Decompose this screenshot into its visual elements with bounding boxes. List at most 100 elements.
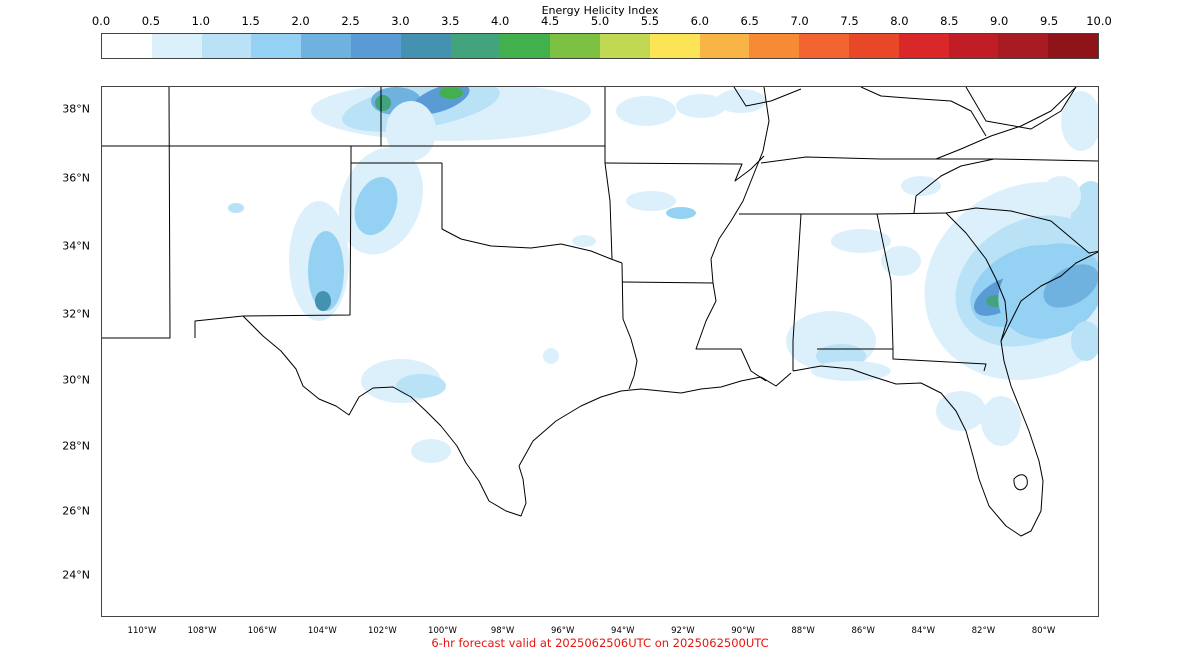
longitude-label: 80°W — [1031, 626, 1056, 636]
ehi-shaded-region — [716, 89, 766, 113]
ehi-shaded-region — [308, 231, 344, 311]
border-ky-north — [733, 87, 802, 107]
longitude-label: 108°W — [187, 626, 217, 636]
border-nm-tx-east — [242, 162, 352, 317]
longitude-label: 98°W — [490, 626, 515, 636]
border-ar-la — [621, 281, 714, 284]
map-canvas — [102, 87, 1098, 537]
colorbar-bin-4 — [301, 34, 351, 58]
colorbar-tick-label: 7.5 — [840, 14, 859, 28]
ehi-shaded-region — [315, 291, 331, 311]
colorbar-tick-label: 10.0 — [1086, 14, 1112, 28]
ehi-shaded-region — [228, 203, 244, 213]
colorbar-bin-18 — [998, 34, 1049, 58]
latitude-label: 28°N — [62, 439, 90, 453]
ehi-shaded-region — [1071, 321, 1098, 361]
border-tx-ok — [441, 163, 623, 264]
colorbar-tick-label: 3.5 — [441, 14, 460, 28]
border-ms-al — [792, 213, 802, 371]
border-ga-sc — [945, 212, 1008, 342]
latitude-label: 36°N — [62, 171, 90, 185]
mississippi-river — [695, 87, 770, 382]
colorbar-tick-label: 4.5 — [540, 14, 560, 28]
ehi-shaded-region — [831, 229, 891, 253]
colorbar-ticks: 0.0 0.5 1.0 1.5 2.0 2.5 3.0 3.5 4.0 4.5 5.0 5.5 6.0 6… — [0, 14, 1200, 30]
ehi-shaded-region — [411, 439, 451, 463]
colorbar-tick-label: 8.5 — [940, 14, 959, 28]
ehi-contour-fields — [228, 87, 1098, 463]
colorbar-bin-7 — [450, 34, 501, 58]
ehi-shaded-region — [1041, 176, 1081, 216]
border-nc-sc — [945, 207, 1098, 254]
longitude-label: 86°W — [851, 626, 875, 636]
colorbar-tick-label: 0.0 — [91, 14, 111, 28]
colorbar-tick-label: 6.5 — [740, 14, 759, 28]
colorbar-bin-11 — [649, 34, 700, 58]
ehi-shaded-region — [396, 374, 446, 398]
colorbar-tick-label: 1.0 — [191, 14, 210, 28]
colorbar-bin-3 — [251, 34, 302, 58]
latitude-label: 30°N — [62, 373, 90, 387]
border-az-nm — [102, 87, 171, 339]
colorbar-tick-label: 8.0 — [890, 14, 909, 28]
border-tn-south — [739, 212, 947, 215]
colorbar-bin-12 — [699, 34, 750, 58]
longitude-label: 104°W — [307, 626, 337, 636]
border-in-oh — [860, 87, 987, 137]
border-al-fl — [817, 348, 987, 372]
ehi-shaded-region — [354, 176, 398, 236]
coast-texas — [518, 388, 682, 467]
longitude-label: 110°W — [127, 626, 157, 636]
colorbar-title: Energy Helicity Index — [541, 4, 659, 17]
colorbar-bin-15 — [848, 34, 899, 58]
map-panel — [101, 86, 1099, 617]
longitude-label: 106°W — [247, 626, 277, 636]
border-ky-va — [935, 87, 1077, 160]
longitude-label: 92°W — [671, 626, 695, 636]
ehi-shaded-region — [626, 191, 676, 211]
longitude-label: 90°W — [731, 626, 755, 636]
colorbar-bin-16 — [898, 34, 949, 58]
border-ok-ar — [604, 87, 613, 260]
longitude-label: 100°W — [428, 626, 457, 636]
colorbar-bin-0 — [102, 34, 152, 58]
ehi-shaded-region — [386, 101, 436, 161]
colorbar-bin-8 — [500, 34, 551, 58]
longitude-label: 96°W — [550, 626, 575, 636]
colorbar-tick-label: 9.5 — [1039, 14, 1059, 28]
latitude-label: 32°N — [62, 307, 90, 321]
colorbar-bin-2 — [201, 34, 252, 58]
colorbar-tick-label: 5.5 — [640, 14, 660, 28]
ehi-shaded-region — [572, 235, 596, 247]
longitude-label: 88°W — [791, 626, 815, 636]
longitude-label: 102°W — [367, 626, 397, 636]
ehi-shaded-region — [439, 87, 463, 99]
colorbar-tick-label: 6.0 — [690, 14, 709, 28]
border-nm-mexico — [194, 315, 244, 338]
ehi-shaded-region — [375, 95, 391, 111]
ehi-shaded-region — [676, 94, 726, 118]
border-nc-north — [913, 158, 995, 214]
coast-al-fl — [792, 340, 1044, 537]
colorbar-bin-6 — [400, 34, 451, 58]
ehi-shaded-region — [811, 361, 891, 381]
colorbar-tick-label: 1.5 — [241, 14, 260, 28]
colorbar-tick-label: 7.0 — [790, 14, 809, 28]
coast-sc-ga — [1000, 251, 1098, 342]
colorbar-tick-label: 0.5 — [141, 14, 161, 28]
ehi-shaded-region — [616, 96, 676, 126]
ehi-shaded-region — [1061, 91, 1098, 151]
colorbar-bin-14 — [799, 34, 849, 58]
border-tx-la — [621, 262, 638, 390]
colorbar-bin-9 — [550, 34, 600, 58]
state-borders — [102, 87, 1098, 537]
colorbar-tick-label: 5.0 — [590, 14, 610, 28]
longitude-label: 82°W — [971, 626, 996, 636]
ehi-shaded-region — [543, 348, 559, 364]
colorbar-bin-19 — [1048, 34, 1098, 58]
latitude-label: 26°N — [62, 504, 90, 518]
ehi-shaded-region — [1011, 346, 1071, 376]
colorbar-bin-1 — [151, 34, 202, 58]
forecast-caption: 6-hr forecast valid at 2025062506UTC on … — [431, 636, 769, 650]
latitude-label: 34°N — [62, 239, 90, 253]
